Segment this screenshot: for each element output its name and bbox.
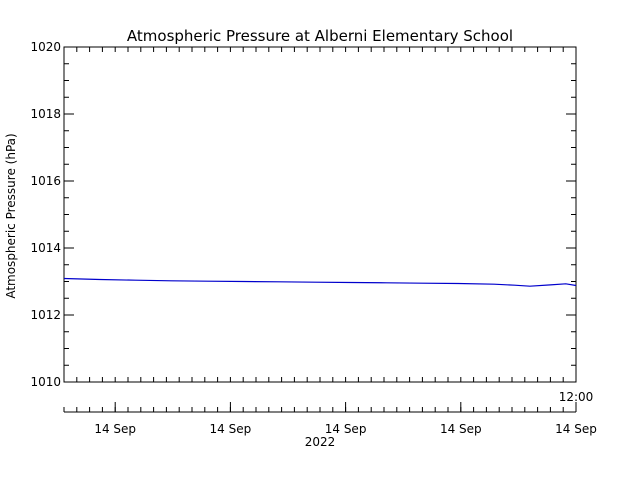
pressure-series-line xyxy=(63,277,577,287)
series-layer xyxy=(63,277,577,287)
chart-title: Atmospheric Pressure at Alberni Elementa… xyxy=(127,27,513,45)
x-tick-label: 14 Sep xyxy=(440,422,482,436)
y-tick-labels: 1010 1012 1014 1016 1018 1020 xyxy=(30,40,61,389)
plot-frame xyxy=(63,46,577,383)
x-tick-label: 14 Sep xyxy=(210,422,252,436)
y-tick-label: 1012 xyxy=(30,308,61,322)
axis-ticks xyxy=(63,46,577,383)
y-tick-label: 1018 xyxy=(30,107,61,121)
y-axis-label: Atmospheric Pressure (hPa) xyxy=(4,133,18,298)
x-axis-ticks: 14 Sep 14 Sep 14 Sep 14 Sep 14 Sep xyxy=(63,402,597,436)
y-tick-label: 1014 xyxy=(30,241,61,255)
x-tick-label: 14 Sep xyxy=(555,422,597,436)
x-tick-label: 14 Sep xyxy=(325,422,367,436)
y-tick-label: 1020 xyxy=(30,40,61,54)
y-tick-label: 1016 xyxy=(30,174,61,188)
time-label: 12:00 xyxy=(559,390,594,404)
x-tick-label: 14 Sep xyxy=(94,422,136,436)
year-label: 2022 xyxy=(305,435,336,449)
y-tick-label: 1010 xyxy=(30,375,61,389)
